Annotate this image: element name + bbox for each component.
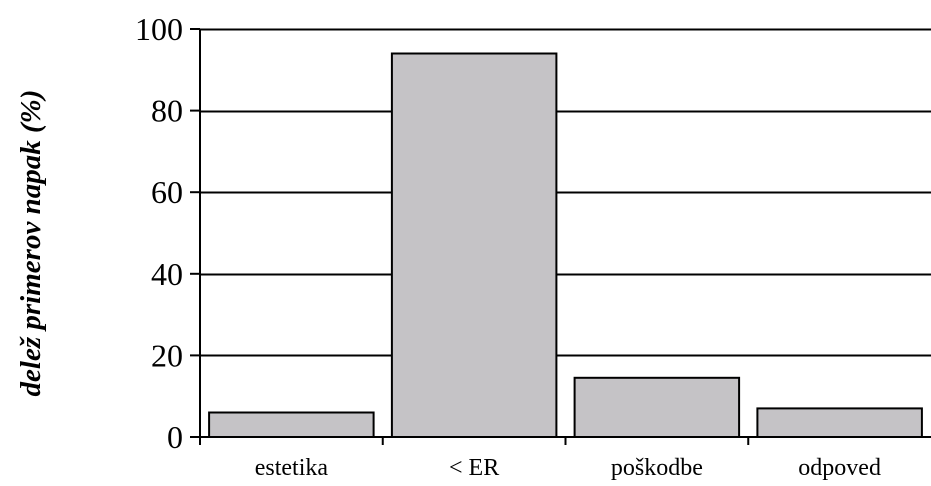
x-category-label-3: odpoved [798,455,881,481]
bar-0 [208,411,375,438]
y-tick-label-100: 100 [135,11,183,47]
x-category-label-1: < ER [449,455,499,481]
y-tick-label-0: 0 [167,419,183,455]
bar-2 [573,376,741,438]
y-axis-title: delež primerov napak (%) [15,90,47,397]
bar-1 [390,52,558,438]
y-tick-label-40: 40 [151,256,183,292]
y-tick-label-60: 60 [151,174,183,210]
y-tick-label-20: 20 [151,337,183,373]
x-category-label-2: poškodbe [611,455,703,481]
y-tick-labels: 0 20 40 60 80 100 [135,11,183,455]
axes [190,28,931,445]
x-category-labels: estetika < ER poškodbe odpoved [255,455,881,481]
bars [208,52,923,438]
x-category-label-0: estetika [255,455,329,481]
y-tick-label-80: 80 [151,93,183,129]
grid-lines [200,28,931,357]
bar-3 [756,407,923,438]
